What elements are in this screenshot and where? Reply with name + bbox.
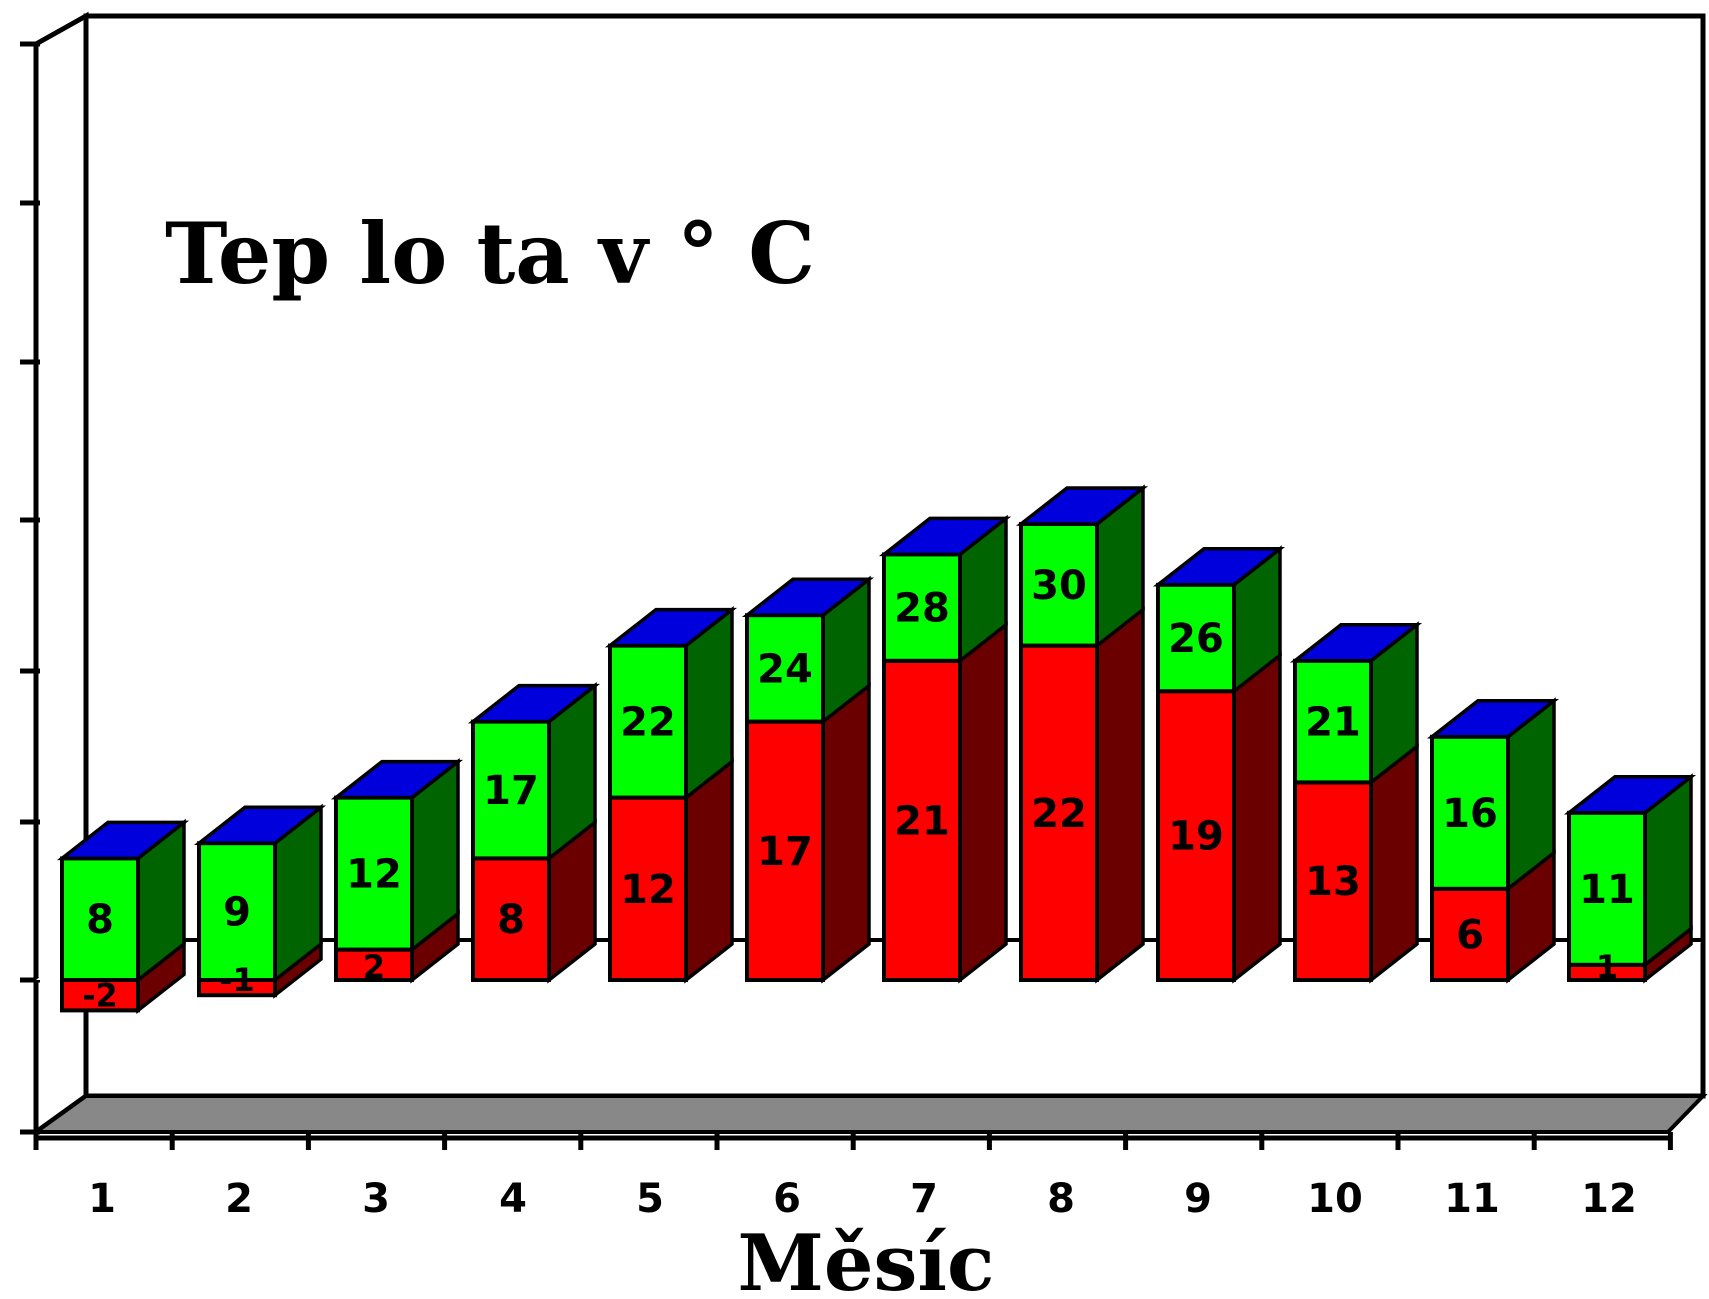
x-tick-label: 11 (1444, 1176, 1500, 1222)
bar-high-8 (1019, 522, 1099, 648)
bar-high-6 (745, 613, 825, 724)
bar-label-low: 8 (497, 897, 525, 943)
bar-high-11-top (1426, 699, 1560, 739)
bar-label-low: 12 (620, 867, 676, 913)
bar-label-high: 28 (894, 586, 950, 632)
bar-label-low: 22 (1031, 791, 1087, 837)
bar-low-6-side (821, 682, 871, 984)
bar-low-3 (334, 947, 414, 982)
x-tick-label: 12 (1581, 1176, 1637, 1222)
bar-high-2 (197, 841, 277, 983)
bar-high-10 (1293, 658, 1373, 785)
bar-group-1 (56, 818, 190, 1014)
bar-label-low: 6 (1456, 912, 1484, 958)
bar-group-12 (1563, 773, 1697, 984)
bar-label-high: 8 (86, 897, 114, 943)
bar-high-5 (608, 643, 688, 800)
bar-high-4-top (467, 683, 601, 724)
bar-high-10-top (1289, 623, 1423, 663)
bar-label-high: 22 (620, 700, 676, 746)
bar-low-7 (882, 658, 962, 982)
x-tick-label: 1 (88, 1176, 116, 1222)
bar-low-1 (60, 978, 140, 1013)
bar-high-5-top (604, 607, 738, 648)
floor (29, 1094, 1708, 1134)
bar-group-9 (1152, 545, 1286, 984)
bar-group-10 (1289, 621, 1423, 984)
bar-high-7-top (878, 516, 1012, 557)
x-tick-label: 9 (1184, 1176, 1212, 1222)
bar-label-high: 9 (223, 890, 251, 936)
bar-high-12-top (1563, 775, 1697, 815)
bar-low-4 (471, 856, 551, 983)
bar-label-high: 24 (757, 646, 813, 692)
bar-group-2 (193, 803, 327, 999)
chart-title: Tep lo ta v ° C (165, 204, 815, 303)
bar-low-7-side (958, 621, 1008, 984)
x-tick-label: 2 (225, 1176, 253, 1222)
bar-high-6-top (741, 577, 875, 617)
bar-label-low: 13 (1305, 859, 1361, 905)
bar-group-6 (741, 575, 875, 984)
bar-label-high: 16 (1442, 791, 1498, 837)
bar-label-low: 1 (1596, 948, 1618, 986)
bar-low-10 (1293, 780, 1373, 983)
bar-low-10-side (1369, 742, 1419, 984)
bar-high-2-top (193, 805, 327, 845)
x-tick-label: 3 (362, 1176, 390, 1222)
bar-high-8-top (1015, 486, 1149, 526)
bar-group-11 (1426, 697, 1560, 984)
bar-low-9 (1156, 689, 1236, 982)
x-axis-title: Měsíc (737, 1218, 994, 1299)
x-tick-label: 10 (1307, 1176, 1363, 1222)
bar-label-high: 21 (1305, 700, 1361, 746)
bar-label-high: 12 (346, 852, 402, 898)
bar-label-low: -2 (82, 976, 118, 1014)
x-tick-labels: 1 2 3 4 5 6 7 8 9 10 11 12 (88, 1176, 1637, 1222)
x-tick-label: 6 (773, 1176, 801, 1222)
bars-layer (56, 484, 1697, 1014)
x-tick-label: 5 (636, 1176, 664, 1222)
bar-labels-layer: 8 -2 9 -1 12 2 17 8 22 12 24 17 28 21 30 22 26 19 21 13 16 6 1… (82, 563, 1635, 1015)
bar-high-1-top (56, 820, 190, 861)
bar-label-high: 30 (1031, 563, 1087, 609)
bar-high-3 (334, 795, 414, 952)
bar-high-3-top (330, 759, 464, 800)
bar-label-low: 19 (1168, 814, 1224, 860)
bar-high-1 (60, 856, 140, 983)
bar-label-low: 17 (757, 829, 813, 875)
x-tick-label: 7 (910, 1176, 938, 1222)
bar-group-8 (1015, 484, 1149, 984)
bar-label-low: 2 (363, 948, 385, 986)
bar-group-5 (604, 606, 738, 984)
bar-group-3 (330, 758, 464, 984)
bar-label-high: 17 (483, 768, 539, 814)
bar-high-7 (882, 552, 962, 663)
x-tick-label: 8 (1047, 1176, 1075, 1222)
bar-label-high: 26 (1168, 616, 1224, 662)
bar-low-9-side (1232, 651, 1282, 984)
bar-low-5 (608, 795, 688, 982)
bar-low-8-side (1095, 606, 1145, 984)
bar-label-high: 11 (1579, 867, 1635, 913)
bar-group-4 (467, 682, 601, 984)
bar-high-11 (1430, 734, 1510, 891)
bar-label-low: 21 (894, 798, 950, 844)
bar-group-7 (878, 514, 1012, 984)
bar-label-low: -1 (219, 961, 255, 999)
x-tick-label: 4 (499, 1176, 527, 1222)
bar-high-9-top (1152, 547, 1286, 587)
